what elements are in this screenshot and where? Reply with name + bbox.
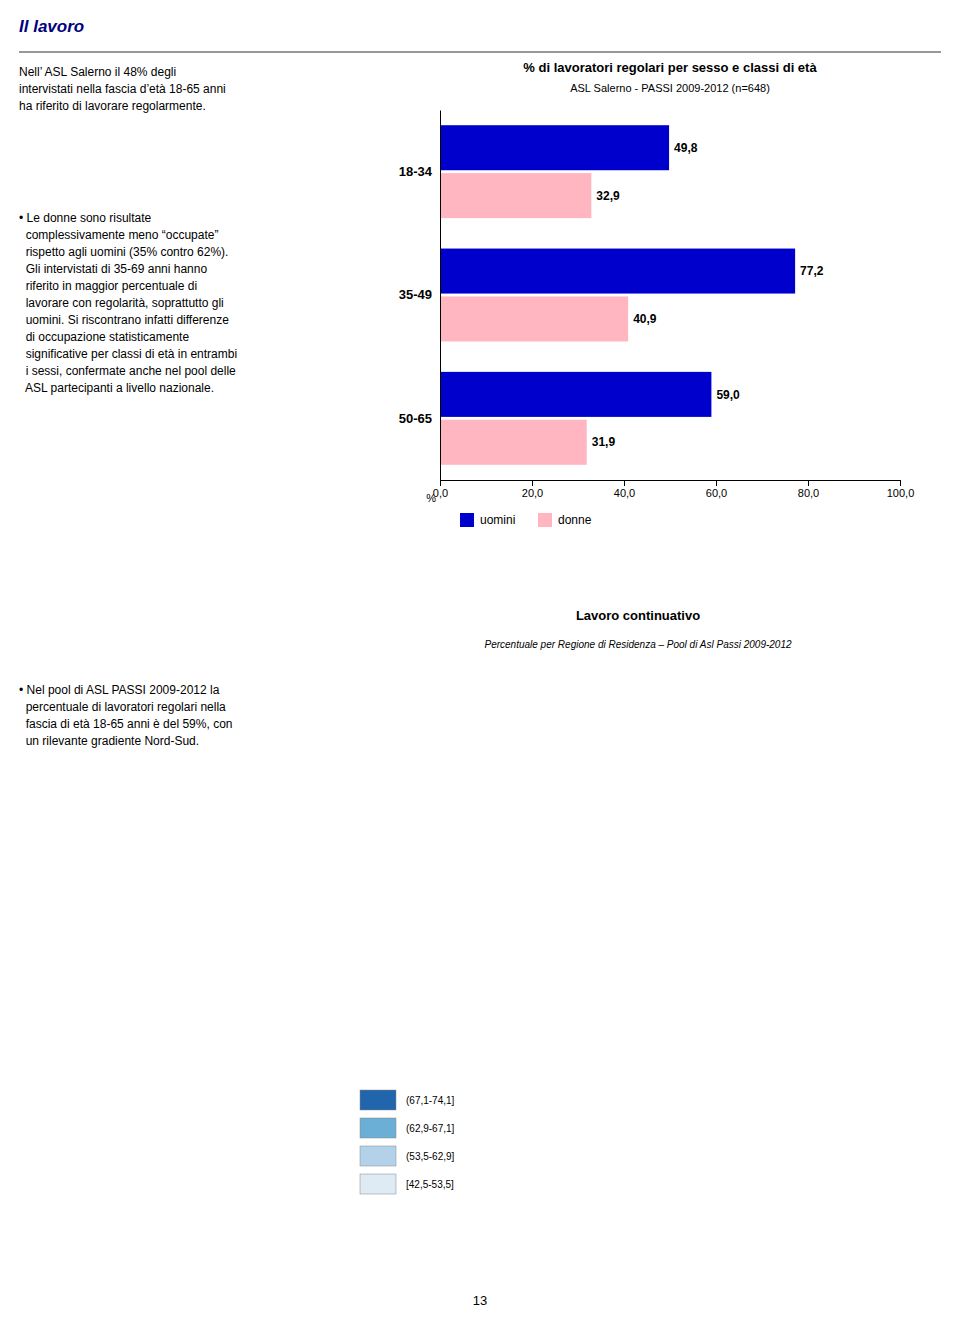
bar	[440, 125, 669, 170]
x-axis: 0,020,040,060,080,0100,0	[433, 480, 914, 499]
intro-text: Nell’ ASL Salerno il 48% degliintervista…	[19, 65, 226, 113]
x-tick-line	[716, 480, 717, 486]
header: Il lavoro	[19, 17, 84, 36]
map-legend: (67,1-74,1] (62,9-67,1] (53,5-62,9] [42,5-5…	[360, 1090, 455, 1194]
bar	[440, 420, 587, 465]
chart-subtitle: ASL Salerno - PASSI 2009-2012 (n=648)	[570, 82, 770, 94]
y-tick-label: 18-34	[399, 164, 433, 179]
map-legend-label: [42,5-53,5]	[406, 1179, 454, 1190]
x-tick-line	[440, 480, 441, 486]
bar-chart: % di lavoratori regolari per sesso e cla…	[399, 60, 915, 527]
bullet-text: • Le donne sono risultate complessivamen…	[19, 211, 237, 395]
x-tick-label: 80,0	[798, 487, 819, 499]
map-legend-item: (67,1-74,1]	[360, 1090, 455, 1110]
map-legend-swatch	[360, 1118, 396, 1138]
bullet-text: • Nel pool di ASL PASSI 2009-2012 la per…	[19, 683, 232, 748]
y-tick: 50-65	[399, 410, 440, 425]
chart-title: % di lavoratori regolari per sesso e cla…	[523, 60, 817, 75]
x-axis-line	[441, 481, 901, 487]
data-labels: 49,8 77,2 59,0 32,9 40,9 31,9	[592, 141, 824, 450]
x-tick-line	[532, 480, 533, 486]
bars	[440, 125, 795, 465]
x-tick-line	[624, 480, 625, 486]
map-legend-swatch	[360, 1146, 396, 1166]
bar	[440, 173, 591, 218]
header-rule	[19, 52, 941, 53]
map-legend-label: (67,1-74,1]	[406, 1095, 455, 1106]
x-tick-label: 20,0	[522, 487, 543, 499]
y-tick: 18-34	[399, 164, 440, 179]
data-label: 77,2	[800, 264, 824, 278]
x-tick: 20,0	[522, 480, 543, 499]
y-axis: 18-34 35-49 50-65	[399, 111, 441, 481]
legend: uomini donne	[460, 513, 592, 527]
map-legend-item: [42,5-53,5]	[360, 1174, 454, 1194]
map-legend-swatch	[360, 1090, 396, 1110]
map-legend-item: (62,9-67,1]	[360, 1118, 455, 1138]
bar	[440, 296, 628, 341]
x-tick: 60,0	[706, 480, 727, 499]
x-tick: 80,0	[798, 480, 819, 499]
x-axis-label: %	[426, 492, 436, 504]
data-label: 31,9	[592, 435, 616, 449]
legend-label: donne	[558, 513, 592, 527]
map-subtitle: Percentuale per Regione di Residenza – P…	[484, 639, 791, 650]
data-label: 40,9	[633, 312, 657, 326]
legend-item: uomini	[460, 513, 515, 527]
legend-label: uomini	[480, 513, 515, 527]
legend-swatch	[460, 513, 474, 527]
data-label: 32,9	[596, 189, 620, 203]
legend-item: donne	[538, 513, 592, 527]
x-tick-label: 40,0	[614, 487, 635, 499]
x-tick-line	[900, 480, 901, 486]
map-legend-label: (62,9-67,1]	[406, 1123, 455, 1134]
data-label: 59,0	[716, 388, 740, 402]
x-tick-label: 60,0	[706, 487, 727, 499]
map-section: Lavoro continuativo Percentuale per Regio…	[360, 608, 792, 1194]
y-tick-label: 50-65	[399, 410, 432, 425]
page: Il lavoro Nell’ ASL Salerno il 48% deglii…	[0, 0, 960, 1333]
map-legend-item: (53,5-62,9]	[360, 1146, 455, 1166]
x-tick-label: 100,0	[887, 487, 915, 499]
legend-swatch	[538, 513, 552, 527]
x-tick-line	[808, 480, 809, 486]
bar	[440, 372, 711, 417]
y-tick-label: 35-49	[399, 287, 432, 302]
bar	[440, 249, 795, 294]
data-label: 49,8	[674, 141, 698, 155]
map-title: Lavoro continuativo	[576, 608, 700, 623]
map-legend-label: (53,5-62,9]	[406, 1151, 455, 1162]
y-axis-line	[440, 111, 441, 481]
page-number: 13	[473, 1293, 487, 1308]
x-tick: 40,0	[614, 480, 635, 499]
y-tick: 35-49	[399, 287, 440, 302]
x-tick: 100,0	[887, 480, 915, 499]
map-legend-swatch	[360, 1174, 396, 1194]
